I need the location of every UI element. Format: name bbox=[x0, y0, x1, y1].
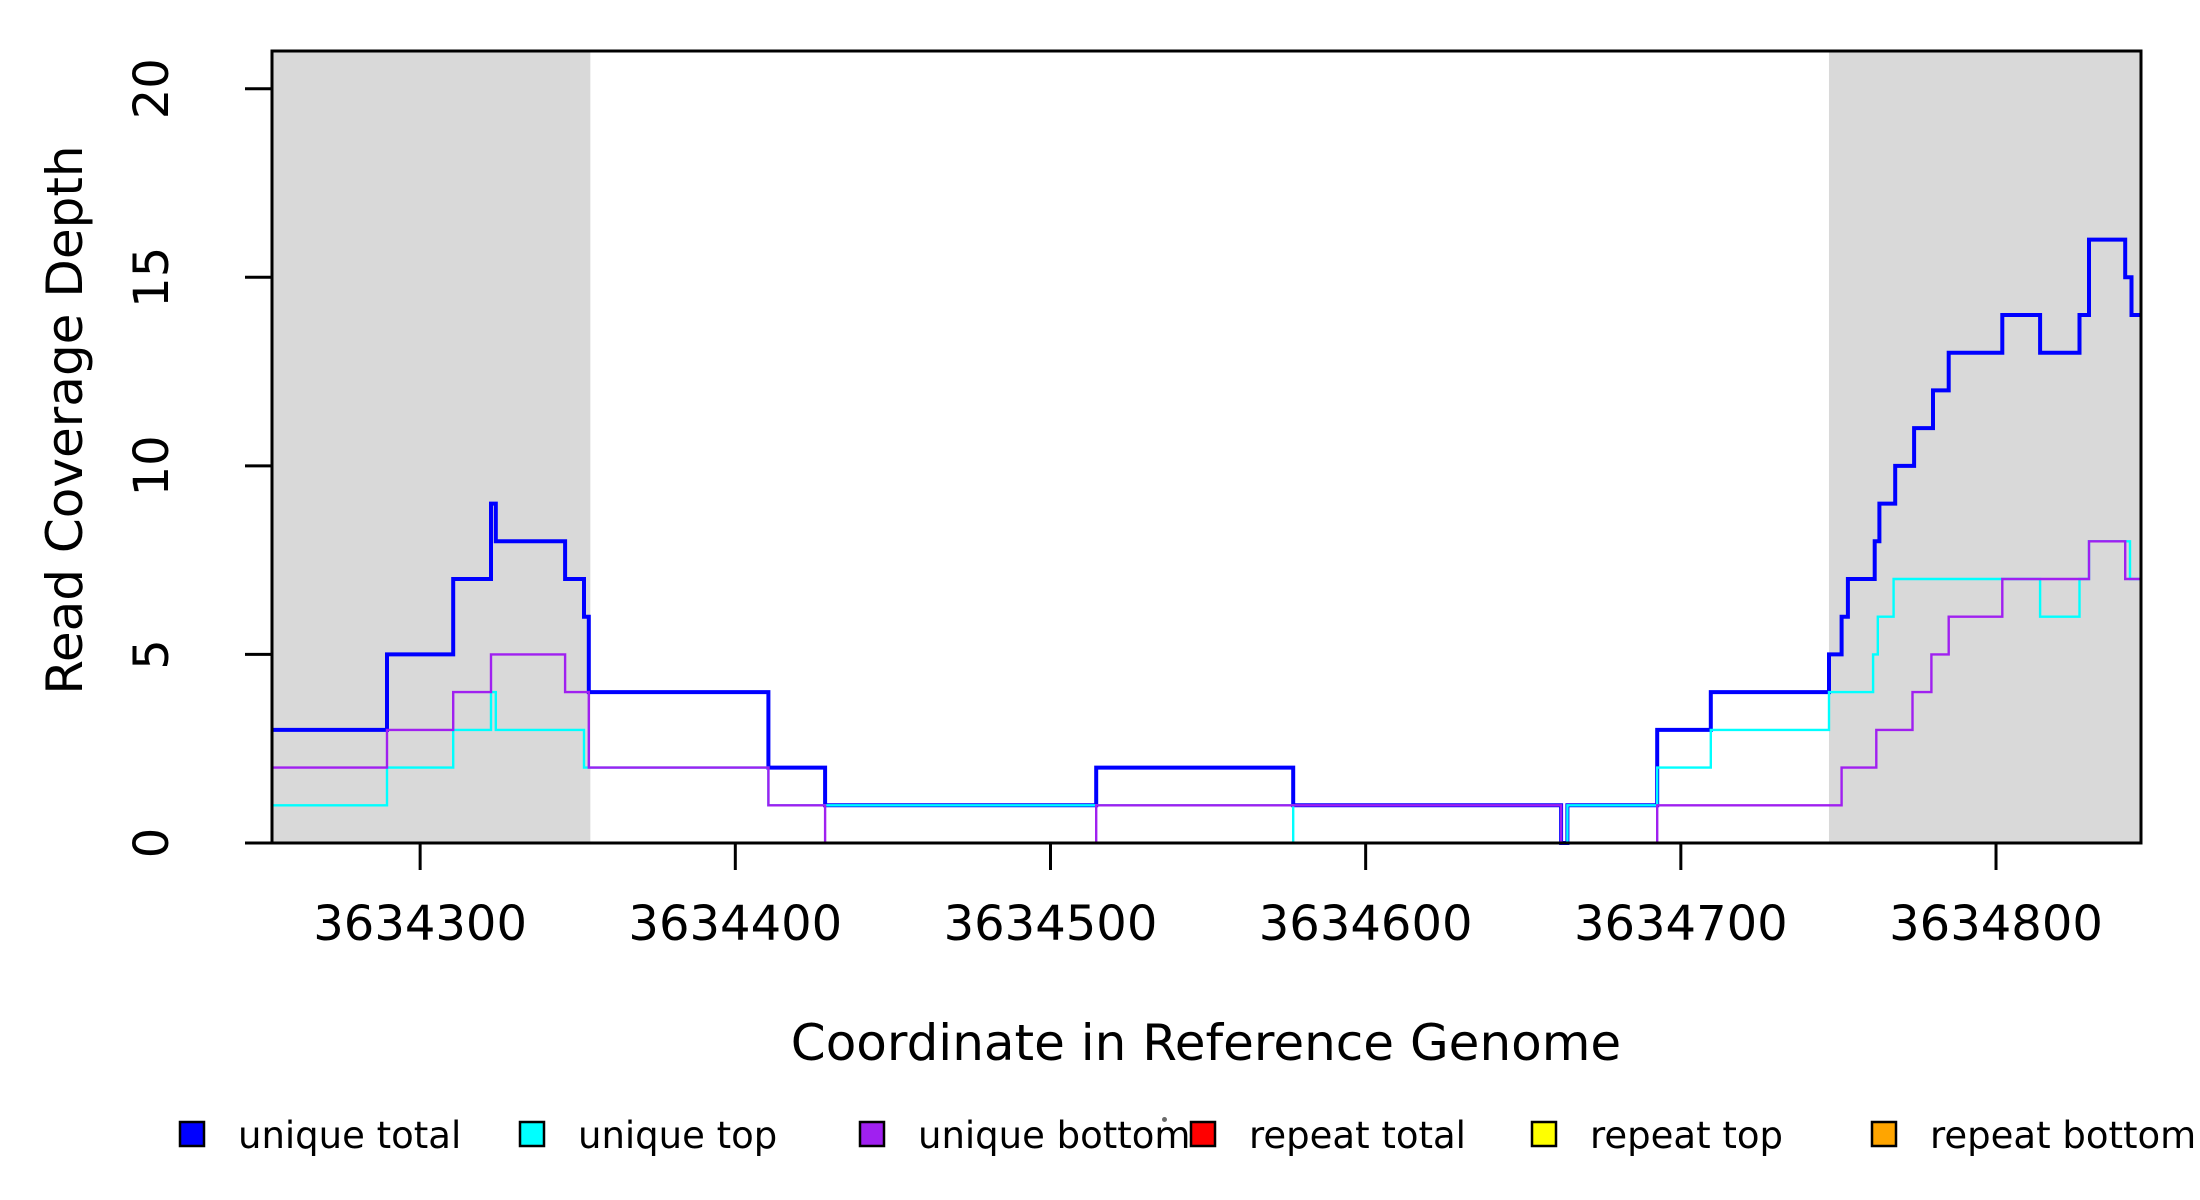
legend-item: repeat total bbox=[1189, 1114, 1466, 1157]
shaded-regions bbox=[272, 51, 2141, 843]
y-tick-label: 10 bbox=[124, 435, 180, 496]
legend-swatch bbox=[1189, 1120, 1217, 1148]
legend-swatch bbox=[858, 1120, 886, 1148]
x-tick-label: 3634700 bbox=[1574, 896, 1788, 952]
stray-dot-artifact bbox=[1162, 1117, 1167, 1122]
legend-item: unique bottom bbox=[858, 1114, 1190, 1157]
axes: 3634300 3634400 3634500 3634600 3634700 36348… bbox=[124, 49, 2143, 952]
legend-item: repeat bottom bbox=[1870, 1114, 2196, 1157]
legend-item: repeat top bbox=[1530, 1114, 1783, 1157]
shaded-region bbox=[272, 51, 591, 843]
shaded-region bbox=[1828, 51, 2141, 843]
x-axis-title: Coordinate in Reference Genome bbox=[791, 1014, 1621, 1072]
x-tick-label: 3634800 bbox=[1889, 896, 2103, 952]
legend-swatch bbox=[518, 1120, 546, 1148]
series-unique-total bbox=[272, 237, 2141, 845]
legend-swatch bbox=[178, 1120, 206, 1148]
legend-swatch bbox=[1870, 1120, 1898, 1148]
plot-border bbox=[270, 49, 2143, 845]
legend-label: unique bottom bbox=[918, 1114, 1190, 1157]
y-tick-label: 5 bbox=[124, 639, 180, 670]
legend-swatch bbox=[1530, 1120, 1558, 1148]
x-tick-label: 3634300 bbox=[313, 896, 527, 952]
legend-label: repeat total bbox=[1249, 1114, 1466, 1157]
legend-label: unique total bbox=[238, 1114, 461, 1157]
legend: unique total unique top unique bottom repea… bbox=[178, 1114, 2196, 1157]
y-axis-title: Read Coverage Depth bbox=[36, 145, 94, 694]
y-tick-label: 15 bbox=[124, 247, 180, 308]
legend-item: unique total bbox=[178, 1114, 461, 1157]
x-tick-label: 3634500 bbox=[944, 896, 1158, 952]
legend-item: unique top bbox=[518, 1114, 777, 1157]
legend-label: repeat top bbox=[1590, 1114, 1783, 1157]
legend-label: unique top bbox=[578, 1114, 777, 1157]
x-tick-label: 3634600 bbox=[1259, 896, 1473, 952]
legend-label: repeat bottom bbox=[1930, 1114, 2196, 1157]
x-tick-label: 3634400 bbox=[628, 896, 842, 952]
y-tick-label: 20 bbox=[124, 58, 180, 119]
y-tick-label: 0 bbox=[124, 828, 180, 859]
